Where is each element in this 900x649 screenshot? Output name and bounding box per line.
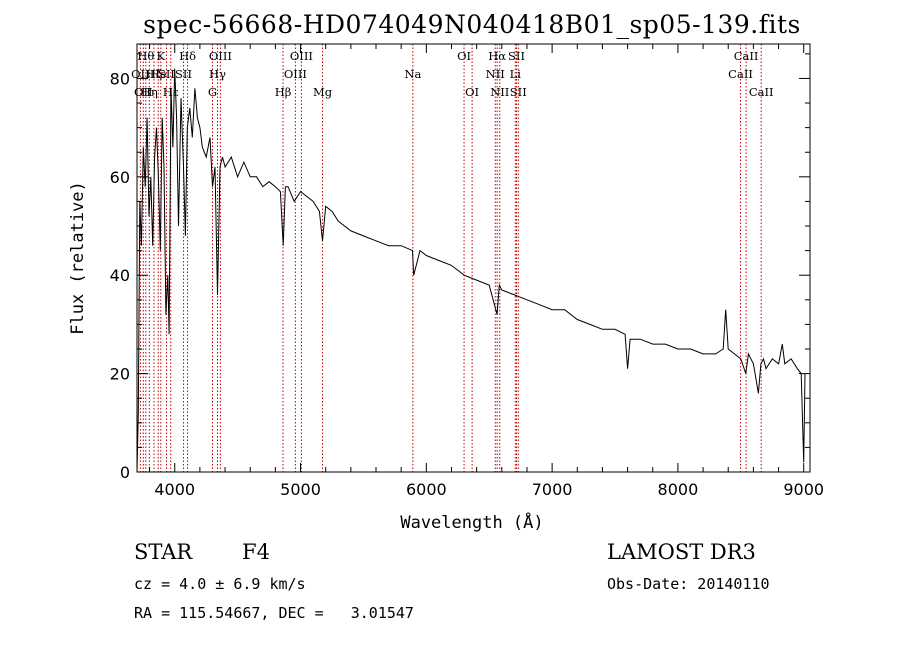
spectral-line-label: CaII bbox=[749, 85, 774, 99]
y-tick-label: 40 bbox=[110, 266, 130, 285]
y-tick-label: 20 bbox=[110, 365, 130, 384]
spectral-line-label: K bbox=[156, 49, 165, 63]
x-tick-label: 7000 bbox=[532, 480, 573, 499]
spectral-line-label: Hβ bbox=[275, 85, 292, 99]
chart-title: spec-56668-HD074049N040418B01_sp05-139.f… bbox=[143, 10, 801, 39]
y-tick-label: 80 bbox=[110, 69, 130, 88]
spectral-line-label: SII bbox=[510, 85, 527, 99]
spectral-line-label: Hζ bbox=[146, 67, 162, 81]
spectral-line-label: NII bbox=[490, 85, 509, 99]
observation-date: Obs-Date: 20140110 bbox=[607, 575, 770, 593]
spectral-line-label: G bbox=[208, 85, 217, 99]
y-tick-label: 0 bbox=[120, 463, 130, 482]
spectral-line-label: He bbox=[150, 67, 167, 81]
spectral-line-label: SII bbox=[158, 67, 175, 81]
x-axis-label: Wavelength (Å) bbox=[400, 511, 543, 533]
spectral-line-label: OIII bbox=[290, 49, 313, 63]
spectral-line-label: Na bbox=[404, 67, 421, 81]
plot-frame bbox=[136, 43, 811, 473]
spectral-line-label: OII bbox=[131, 67, 150, 81]
ra-dec-coordinates: RA = 115.54667, DEC = 3.01547 bbox=[134, 604, 414, 622]
spectral-line-label: SII bbox=[508, 49, 525, 63]
x-tick-label: 9000 bbox=[783, 480, 824, 499]
spectral-line-label: NII bbox=[486, 67, 505, 81]
spectral-line-label: Mg bbox=[313, 85, 333, 99]
spectral-line-label: Hη bbox=[141, 85, 158, 99]
x-tick-label: 5000 bbox=[280, 480, 321, 499]
redshift-cz: cz = 4.0 ± 6.9 km/s bbox=[134, 575, 306, 593]
spectral-line-label: Hα bbox=[488, 49, 506, 63]
spectral-line-label: Hδ bbox=[179, 49, 196, 63]
survey-name: LAMOST DR3 bbox=[607, 540, 756, 564]
spectral-line-label: CaII bbox=[728, 67, 753, 81]
spectral-line-label: Hγ bbox=[209, 67, 226, 81]
x-tick-label: 4000 bbox=[154, 480, 195, 499]
flux-series-line bbox=[136, 68, 806, 473]
spectral-line-labels: OIIOIIHθHηHζHeKSIIHεSIIHδGHγOIIIHβOIIIOI… bbox=[131, 49, 773, 99]
y-tick-label: 60 bbox=[110, 168, 130, 187]
object-subclass: F4 bbox=[242, 540, 270, 564]
spectral-line-label: OI bbox=[465, 85, 479, 99]
x-tick-label: 6000 bbox=[406, 480, 447, 499]
spectral-line-label: OI bbox=[457, 49, 471, 63]
spectral-line-label: SII bbox=[175, 67, 192, 81]
axis-ticks: 4000 5000 6000 7000 8000 9000 0 20 40 60 80 bbox=[110, 44, 824, 499]
spectral-line-label: OIII bbox=[209, 49, 232, 63]
object-class: STAR bbox=[134, 540, 193, 564]
y-axis-label: Flux (relative) bbox=[68, 181, 88, 335]
spectral-line-label: OII bbox=[134, 85, 153, 99]
spectral-line-label: Hθ bbox=[137, 49, 154, 63]
x-tick-label: 8000 bbox=[658, 480, 699, 499]
spectral-line-label: CaII bbox=[734, 49, 759, 63]
spectral-line-label: Li bbox=[510, 67, 522, 81]
spectral-line-label: OIII bbox=[284, 67, 307, 81]
spectral-lines bbox=[139, 44, 762, 472]
